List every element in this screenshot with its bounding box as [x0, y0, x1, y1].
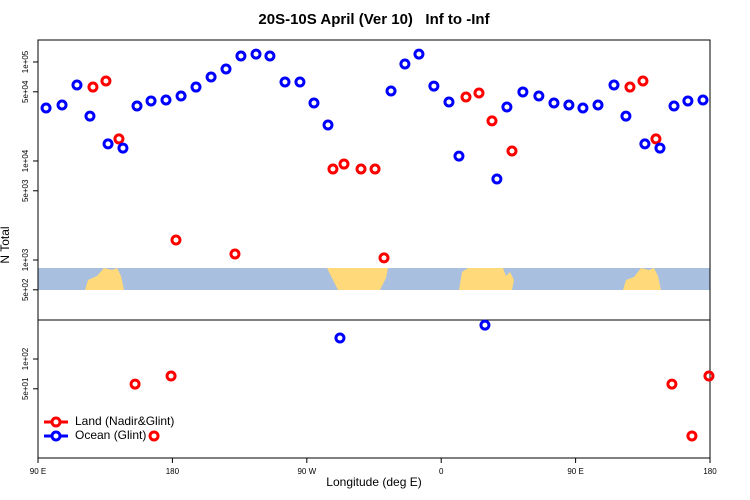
y-tick-label: 5e+01: [21, 377, 30, 400]
data-point: [639, 138, 651, 150]
data-point: [654, 142, 666, 154]
data-point: [175, 90, 187, 102]
x-tick-label: 90 E: [567, 467, 583, 476]
y-axis-label: N Total: [0, 226, 12, 263]
data-point: [385, 85, 397, 97]
y-tick-label: 5e+03: [21, 179, 30, 202]
data-point: [563, 99, 575, 111]
y-tick-label: 1e+03: [21, 248, 30, 271]
data-point: [460, 91, 472, 103]
data-point: [117, 142, 129, 154]
chart-title: 20S-10S April (Ver 10) Inf to -Inf: [258, 11, 490, 28]
data-point: [148, 430, 160, 442]
data-point: [131, 100, 143, 112]
data-point: [650, 133, 662, 145]
data-point: [84, 110, 96, 122]
data-point: [491, 173, 503, 185]
data-point: [369, 163, 381, 175]
data-point: [548, 97, 560, 109]
data-point: [327, 163, 339, 175]
data-point: [294, 76, 306, 88]
x-tick-label: 180: [166, 467, 180, 476]
y-tick-label: 1e+04: [21, 149, 30, 172]
data-point: [279, 76, 291, 88]
x-tick-label: 0: [439, 467, 444, 476]
data-point: [250, 48, 262, 60]
legend-marker: [50, 416, 62, 428]
x-tick-label: 90 E: [30, 467, 46, 476]
data-point: [113, 133, 125, 145]
land-shape: [623, 268, 661, 290]
data-point: [399, 58, 411, 70]
data-point: [378, 252, 390, 264]
data-point: [506, 145, 518, 157]
data-point: [428, 80, 440, 92]
plot-frame: [37, 39, 711, 459]
data-point: [473, 87, 485, 99]
legend: Land (Nadir&Glint)Ocean (Glint): [44, 414, 174, 442]
data-point: [87, 81, 99, 93]
data-point: [322, 119, 334, 131]
land-shape: [327, 268, 388, 290]
data-point: [235, 50, 247, 62]
map-band: [38, 268, 710, 290]
data-point: [608, 79, 620, 91]
data-point: [100, 75, 112, 87]
data-point: [102, 138, 114, 150]
data-point: [624, 81, 636, 93]
data-point: [479, 319, 491, 331]
data-point: [682, 95, 694, 107]
data-point: [533, 90, 545, 102]
land-shape: [459, 268, 514, 290]
legend-label: Ocean (Glint): [75, 428, 146, 442]
data-point: [338, 158, 350, 170]
data-point: [40, 102, 52, 114]
y-tick-label: 1e+05: [21, 50, 30, 73]
legend-marker: [50, 430, 62, 442]
data-point: [220, 63, 232, 75]
data-point: [165, 370, 177, 382]
data-point: [145, 95, 157, 107]
data-point: [703, 370, 715, 382]
data-point: [334, 332, 346, 344]
data-point: [517, 86, 529, 98]
data-point: [620, 110, 632, 122]
data-point: [229, 248, 241, 260]
data-point: [205, 71, 217, 83]
data-point: [190, 81, 202, 93]
data-point: [355, 163, 367, 175]
data-point: [129, 378, 141, 390]
data-point: [308, 97, 320, 109]
y-tick-label: 5e+04: [21, 80, 30, 103]
data-point: [501, 101, 513, 113]
data-point: [264, 50, 276, 62]
data-point: [170, 234, 182, 246]
legend-label: Land (Nadir&Glint): [75, 414, 174, 428]
data-point: [443, 96, 455, 108]
x-axis-label: Longitude (deg E): [326, 475, 421, 489]
y-tick-label: 1e+02: [21, 347, 30, 370]
x-tick-label: 180: [703, 467, 717, 476]
data-point: [686, 430, 698, 442]
data-point: [160, 94, 172, 106]
data-point: [413, 48, 425, 60]
land-shape: [85, 268, 124, 290]
data-point: [697, 94, 709, 106]
x-tick-label: 90 W: [297, 467, 316, 476]
data-point: [668, 100, 680, 112]
y-tick-label: 5e+02: [21, 278, 30, 301]
data-point: [577, 102, 589, 114]
data-point: [666, 378, 678, 390]
data-point: [71, 79, 83, 91]
data-point: [486, 115, 498, 127]
data-point: [56, 99, 68, 111]
data-point: [637, 75, 649, 87]
data-point: [453, 150, 465, 162]
data-point: [592, 99, 604, 111]
